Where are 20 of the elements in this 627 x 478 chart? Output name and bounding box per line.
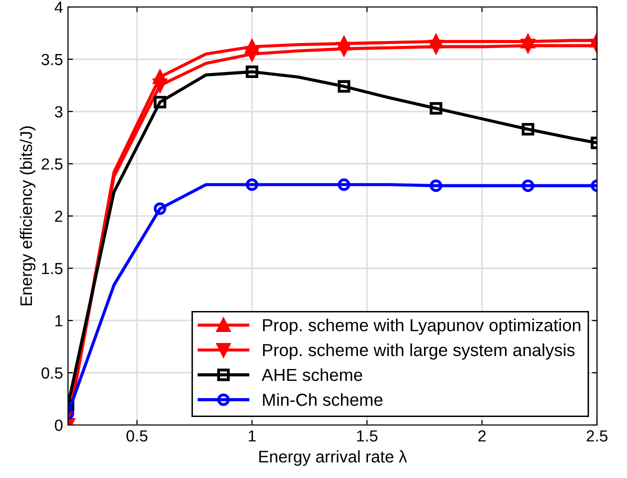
x-tick-label: 2.5 xyxy=(586,430,608,442)
y-tick-label: 1.5 xyxy=(42,263,62,274)
y-axis-title: Energy efficiency (bits/J) xyxy=(20,126,36,306)
legend-label: Min-Ch scheme xyxy=(263,393,382,406)
legend-label: Prop. scheme with large system analysis xyxy=(263,343,575,360)
y-tick-label: 3 xyxy=(54,106,62,118)
x-tick-label: 2 xyxy=(478,430,486,442)
x-tick-label: 1 xyxy=(248,430,256,442)
y-tick-label: 1 xyxy=(55,315,62,326)
x-axis-title: Energy arrival rate λ xyxy=(259,450,407,466)
y-tick-label: 2 xyxy=(55,210,62,222)
x-tick-label: 1.5 xyxy=(357,430,378,442)
legend-label: Prop. scheme with Lyapunov optimization xyxy=(263,318,580,335)
legend-label: AHE scheme xyxy=(262,368,362,382)
y-tick-label: 3.5 xyxy=(42,54,62,66)
x-tick-label: 0.5 xyxy=(126,430,148,442)
y-tick-label: 0 xyxy=(54,420,63,431)
y-tick-label: 2.5 xyxy=(42,158,62,170)
y-tick-label: 0.5 xyxy=(42,367,62,379)
y-tick-label: 4 xyxy=(54,2,63,13)
